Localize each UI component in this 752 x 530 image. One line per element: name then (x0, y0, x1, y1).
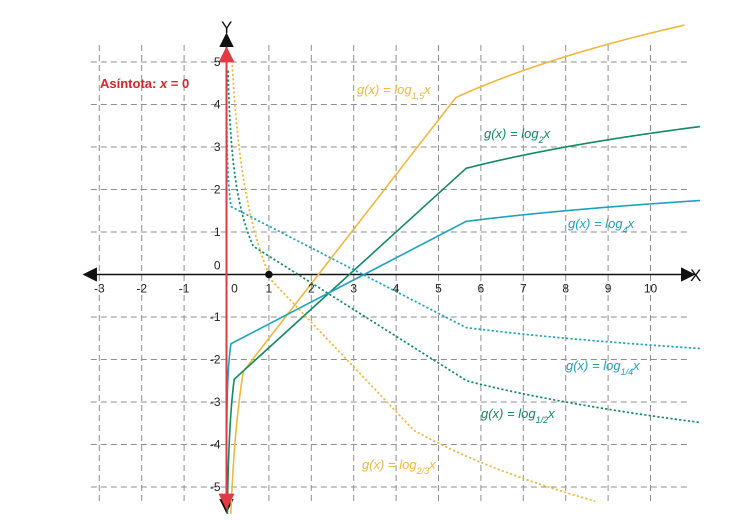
grid (90, 45, 689, 504)
y-tick-label: 2 (214, 183, 221, 197)
y-axis-title: Y (221, 18, 232, 37)
asymptote: Asíntota: x = 0 (100, 46, 235, 510)
y-tick-label: 4 (214, 98, 221, 112)
curve-label: g(x) = log1,5x (357, 82, 431, 101)
curve-label: g(x) = log1/4x (566, 358, 640, 377)
curves (225, 24, 700, 514)
y-tick-label: 0 (214, 259, 221, 273)
x-tick-label: -1 (179, 282, 190, 296)
x-tick-label: 1 (266, 282, 273, 296)
y-tick-label: 5 (214, 55, 221, 69)
x-tick-label: -3 (94, 282, 105, 296)
curve-log-0_25 (225, 65, 700, 350)
y-tick-label: 3 (214, 140, 221, 154)
x-tick-label: 5 (435, 282, 442, 296)
x-tick-label: 6 (478, 282, 485, 296)
asymptote-label: Asíntota: x = 0 (100, 76, 189, 91)
y-tick-label: -4 (210, 438, 221, 452)
curve-labels: g(x) = log1,5x g(x) = log2x g(x) = log4x g(… (357, 82, 640, 476)
x-tick-label: 9 (605, 282, 612, 296)
curve-label: g(x) = log1/2x (481, 406, 555, 425)
x-axis-title: X (690, 266, 701, 285)
x-tick-label: 8 (562, 282, 569, 296)
curve-label: g(x) = log2x (484, 126, 551, 145)
y-tick-label: -3 (210, 395, 221, 409)
curve-label: g(x) = log4x (568, 216, 635, 235)
x-tick-label: 0 (231, 282, 238, 296)
y-tick-label: 1 (214, 225, 221, 239)
x-tick-label: -2 (136, 282, 147, 296)
x-tick-label: 10 (644, 282, 658, 296)
y-tick-label: -1 (210, 310, 221, 324)
x-tick-label: 2 (308, 282, 315, 296)
y-tick-label: -2 (210, 353, 221, 367)
y-tick-label: -5 (210, 480, 221, 494)
common-point (265, 270, 273, 279)
x-tick-label: 3 (350, 282, 357, 296)
curve-label: g(x) = log2/3x (362, 457, 436, 476)
curve-log-0_6667 (231, 60, 596, 503)
curve-log-1_5 (230, 24, 685, 514)
x-tick-label: 7 (520, 282, 527, 296)
x-tick-label: 4 (393, 282, 400, 296)
